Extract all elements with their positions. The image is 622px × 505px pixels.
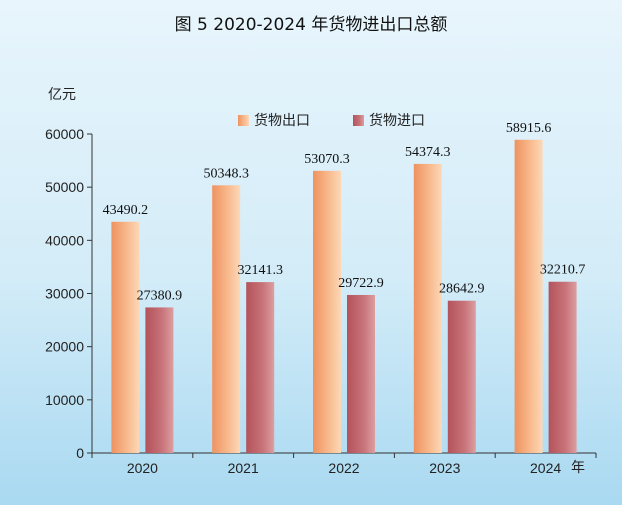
export-bar-2023 [413, 163, 442, 453]
import-value-label-2024: 32210.7 [540, 263, 586, 278]
export-value-label-2023: 54374.3 [405, 145, 451, 160]
x-tick-label: 2024 [530, 460, 561, 476]
y-tick-label: 30000 [45, 286, 84, 302]
import-bar-2020 [145, 307, 174, 453]
x-axis: 2020 2021 2022 2023 2024 [91, 452, 597, 476]
export-value-label-2020: 43490.2 [103, 203, 149, 218]
export-bar-2022 [313, 170, 341, 454]
legend-item-export: 货物出口 [238, 112, 310, 129]
y-tick-label: 40000 [45, 232, 84, 248]
x-tick-label: 2022 [328, 460, 359, 476]
legend-item-export-label: 货物出口 [254, 112, 310, 129]
y-tick-label: 60000 [45, 126, 84, 142]
y-tick-label: 20000 [45, 339, 84, 355]
import-bar-2023 [447, 300, 476, 453]
legend-item-import: 货物进口 [353, 112, 425, 129]
y-tick-label: 0 [76, 445, 84, 461]
x-tick-label: 2023 [429, 460, 460, 476]
legend-item-export-swatch [238, 115, 249, 126]
import-value-label-2020: 27380.9 [137, 288, 183, 303]
legend-item-import-label: 货物进口 [369, 112, 425, 129]
export-value-label-2024: 58915.6 [506, 121, 552, 136]
value-label-group: 43490.2 27380.9 50348.3 32141.3 53070.3 29722… [103, 121, 586, 304]
export-bar-2021 [212, 185, 241, 453]
y-tick-label: 50000 [45, 179, 84, 195]
export-value-label-2022: 53070.3 [304, 152, 350, 167]
import-value-label-2023: 28642.9 [439, 282, 485, 297]
bar-group [111, 139, 577, 454]
legend: 货物出口 货物进口 [238, 112, 425, 129]
x-axis-unit-label: 年 [571, 460, 585, 476]
y-tick-label: 10000 [45, 392, 84, 408]
export-bar-2020 [111, 221, 140, 453]
x-tick-label: 2021 [228, 460, 259, 476]
import-value-label-2021: 32141.3 [237, 263, 283, 278]
import-bar-2022 [347, 294, 375, 453]
x-tick-label: 2020 [127, 460, 158, 476]
legend-item-import-swatch [353, 115, 364, 126]
import-bar-2024 [548, 281, 577, 453]
y-axis-unit-label: 亿元 [48, 87, 76, 103]
export-bar-2024 [514, 139, 543, 454]
chart-title: 图 5 2020-2024 年货物进出口总额 [175, 15, 448, 35]
export-value-label-2021: 50348.3 [203, 166, 249, 181]
y-axis: 0 10000 20000 30000 40000 50000 60000 [45, 126, 93, 461]
import-bar-2021 [246, 282, 275, 453]
import-value-label-2022: 29722.9 [338, 276, 384, 291]
